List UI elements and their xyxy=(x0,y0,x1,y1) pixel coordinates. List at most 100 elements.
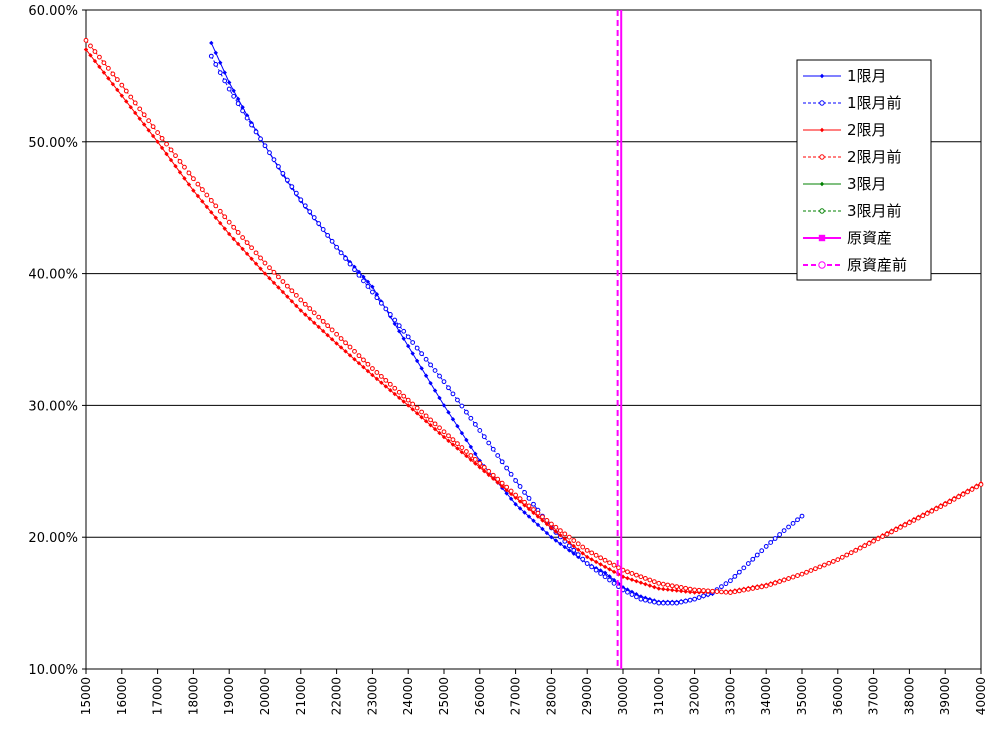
data-point xyxy=(133,110,138,116)
data-point xyxy=(674,584,680,590)
x-tick-label: 34000 xyxy=(759,677,773,715)
data-point xyxy=(911,517,917,523)
data-point xyxy=(240,246,245,252)
data-point xyxy=(437,395,442,401)
data-point xyxy=(338,250,344,256)
data-point xyxy=(473,461,478,466)
data-point xyxy=(101,60,107,66)
data-point xyxy=(759,584,765,590)
data-point xyxy=(732,589,738,595)
data-point xyxy=(499,480,505,486)
data-point xyxy=(419,366,424,371)
y-tick-label: 30.00% xyxy=(28,399,78,414)
data-point xyxy=(687,586,693,592)
legend-label: 1限月前 xyxy=(847,94,902,112)
data-point xyxy=(522,489,527,495)
data-point xyxy=(593,559,599,565)
data-point xyxy=(110,71,116,77)
data-point xyxy=(177,170,183,175)
data-point xyxy=(544,517,550,523)
data-point xyxy=(432,388,438,393)
data-point xyxy=(819,154,825,160)
data-point xyxy=(455,423,460,429)
data-point xyxy=(678,585,684,590)
data-point xyxy=(611,580,617,586)
data-point xyxy=(311,310,317,316)
data-point xyxy=(745,586,751,592)
data-point xyxy=(495,453,501,458)
data-point xyxy=(370,372,375,378)
data-point xyxy=(585,554,590,560)
data-point xyxy=(517,484,523,489)
legend-entry: 1限月 xyxy=(803,67,887,85)
data-point xyxy=(576,547,581,552)
data-point xyxy=(401,328,407,334)
y-tick-label: 60.00% xyxy=(28,4,78,19)
data-point xyxy=(226,86,232,92)
data-point xyxy=(598,571,604,576)
data-point xyxy=(352,357,357,362)
legend-label: 2限月 xyxy=(847,121,887,139)
data-point xyxy=(531,507,536,512)
data-point xyxy=(115,87,120,93)
data-point xyxy=(544,530,550,536)
data-point xyxy=(638,580,644,585)
data-point xyxy=(818,234,826,242)
data-point xyxy=(468,457,474,462)
data-point xyxy=(450,437,456,443)
data-point xyxy=(450,391,456,397)
data-point xyxy=(638,596,644,602)
data-point xyxy=(750,556,756,562)
data-point xyxy=(701,593,706,599)
data-point xyxy=(428,362,433,368)
data-point xyxy=(396,323,402,329)
data-point xyxy=(902,522,908,528)
axes: 10.00% 20.00% 30.00% 40.00% 50.00% 60.00% 1500… xyxy=(28,4,988,715)
x-tick-label: 21000 xyxy=(294,677,308,715)
data-point xyxy=(526,514,532,519)
data-point xyxy=(907,520,912,526)
data-point xyxy=(410,351,415,356)
data-point xyxy=(499,459,505,465)
data-point xyxy=(208,198,214,203)
data-point xyxy=(155,139,160,144)
data-point xyxy=(929,508,935,514)
data-point xyxy=(280,279,286,284)
series-4 xyxy=(83,37,984,595)
data-point xyxy=(472,421,478,427)
x-tick-label: 40000 xyxy=(974,677,988,715)
data-point xyxy=(370,284,375,289)
data-point xyxy=(235,96,241,102)
data-point xyxy=(432,368,438,373)
data-point xyxy=(710,588,715,594)
data-point xyxy=(356,361,362,366)
data-point xyxy=(320,227,326,232)
data-point xyxy=(459,445,465,450)
data-point xyxy=(343,349,348,354)
data-point xyxy=(343,256,348,261)
data-point xyxy=(567,548,572,553)
data-point xyxy=(723,589,729,595)
data-point xyxy=(361,364,366,370)
data-point xyxy=(204,192,210,198)
data-point xyxy=(334,331,340,337)
data-point xyxy=(531,501,536,507)
data-point xyxy=(819,127,825,133)
data-point xyxy=(535,510,541,516)
data-point xyxy=(669,583,675,589)
legend-label: 3限月前 xyxy=(847,202,902,220)
data-point xyxy=(97,54,102,60)
data-point xyxy=(553,529,559,534)
data-point xyxy=(602,557,608,563)
data-point xyxy=(401,393,407,399)
data-point xyxy=(472,457,478,462)
data-point xyxy=(258,266,263,271)
data-point xyxy=(244,251,250,257)
data-point xyxy=(490,472,496,478)
data-point xyxy=(463,409,469,415)
data-point xyxy=(719,589,724,595)
data-point xyxy=(119,82,125,88)
data-point xyxy=(231,224,237,230)
data-point xyxy=(642,597,648,603)
